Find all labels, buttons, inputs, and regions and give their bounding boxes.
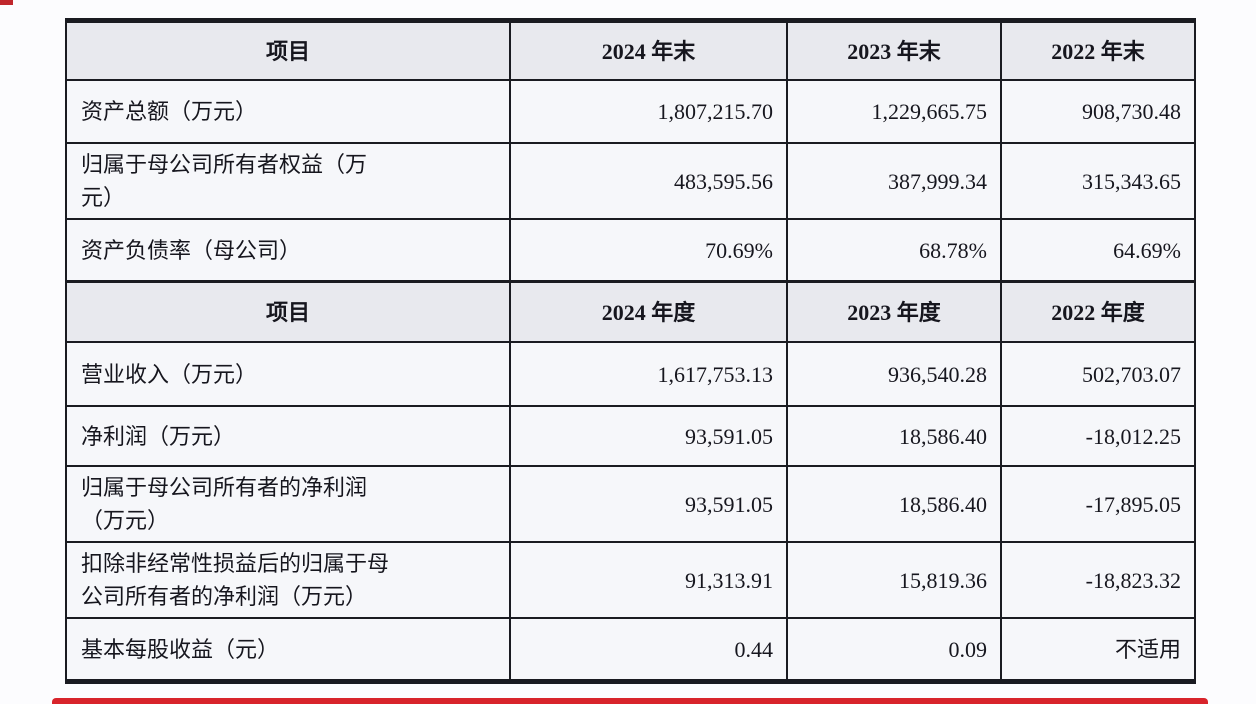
value-2023: 68.78% bbox=[786, 220, 1000, 280]
value-2023: 15,819.36 bbox=[786, 543, 1000, 617]
table-row-basic-eps: 基本每股收益（元） 0.44 0.09 不适用 bbox=[67, 619, 1194, 679]
table-row-parent-equity: 归属于母公司所有者权益（万 元） 483,595.56 387,999.34 3… bbox=[67, 144, 1194, 220]
row-label: 扣除非经常性损益后的归属于母 公司所有者的净利润（万元） bbox=[81, 551, 390, 609]
table-row-debt-ratio: 资产负债率（母公司） 70.69% 68.78% 64.69% bbox=[67, 220, 1194, 282]
value-2022: 502,703.07 bbox=[1000, 343, 1194, 405]
row-label: 归属于母公司所有者的净利润 （万元） bbox=[81, 475, 368, 533]
value-2024: 483,595.56 bbox=[509, 144, 786, 218]
header-2023-year-end: 2023 年末 bbox=[786, 23, 1000, 79]
header-2024-year-end: 2024 年末 bbox=[509, 23, 786, 79]
header-2022-annual: 2022 年度 bbox=[1000, 283, 1194, 341]
row-label: 净利润（万元） bbox=[81, 423, 236, 449]
header-item-label: 项目 bbox=[265, 299, 310, 325]
row-label: 归属于母公司所有者权益（万 元） bbox=[81, 152, 368, 210]
value-2023: 1,229,665.75 bbox=[786, 81, 1000, 142]
value-2022: -18,823.32 bbox=[1000, 543, 1194, 617]
table-row-parent-net-profit: 归属于母公司所有者的净利润 （万元） 93,591.05 18,586.40 -… bbox=[67, 467, 1194, 543]
value-2023: 18,586.40 bbox=[786, 467, 1000, 541]
table-row-net-profit: 净利润（万元） 93,591.05 18,586.40 -18,012.25 bbox=[67, 407, 1194, 467]
red-frame-bottom-bar bbox=[52, 698, 1208, 704]
value-2024: 1,617,753.13 bbox=[509, 343, 786, 405]
row-label: 基本每股收益（元） bbox=[81, 636, 280, 662]
value-2022: 908,730.48 bbox=[1000, 81, 1194, 142]
value-2022: -18,012.25 bbox=[1000, 407, 1194, 465]
value-2022: 64.69% bbox=[1000, 220, 1194, 280]
row-label: 资产负债率（母公司） bbox=[81, 237, 302, 263]
value-2024: 93,591.05 bbox=[509, 467, 786, 541]
value-2023: 387,999.34 bbox=[786, 144, 1000, 218]
table-row-deducted-net-profit: 扣除非经常性损益后的归属于母 公司所有者的净利润（万元） 91,313.91 1… bbox=[67, 543, 1194, 619]
header-2022-year-end: 2022 年末 bbox=[1000, 23, 1194, 79]
header-item-label: 项目 bbox=[265, 38, 310, 64]
value-2023: 936,540.28 bbox=[786, 343, 1000, 405]
table-header-row-balance: 项目 2024 年末 2023 年末 2022 年末 bbox=[67, 23, 1194, 81]
value-2022: -17,895.05 bbox=[1000, 467, 1194, 541]
header-2024-annual: 2024 年度 bbox=[509, 283, 786, 341]
value-2024: 1,807,215.70 bbox=[509, 81, 786, 142]
header-2023-annual: 2023 年度 bbox=[786, 283, 1000, 341]
table-row-total-assets: 资产总额（万元） 1,807,215.70 1,229,665.75 908,7… bbox=[67, 81, 1194, 144]
value-2023: 0.09 bbox=[786, 619, 1000, 679]
value-2023: 18,586.40 bbox=[786, 407, 1000, 465]
value-2024: 0.44 bbox=[509, 619, 786, 679]
table-row-revenue: 营业收入（万元） 1,617,753.13 936,540.28 502,703… bbox=[67, 343, 1194, 407]
financial-summary-table: 项目 2024 年末 2023 年末 2022 年末 资产总额（万元） 1,80… bbox=[65, 18, 1196, 684]
value-2024: 70.69% bbox=[509, 220, 786, 280]
red-frame-corner-fragment bbox=[0, 0, 13, 5]
value-2022: 315,343.65 bbox=[1000, 144, 1194, 218]
row-label: 资产总额（万元） bbox=[81, 99, 258, 124]
value-2024: 93,591.05 bbox=[509, 407, 786, 465]
value-2022: 不适用 bbox=[1000, 619, 1194, 679]
value-2024: 91,313.91 bbox=[509, 543, 786, 617]
row-label: 营业收入（万元） bbox=[81, 361, 258, 387]
table-header-row-income: 项目 2024 年度 2023 年度 2022 年度 bbox=[67, 282, 1194, 343]
